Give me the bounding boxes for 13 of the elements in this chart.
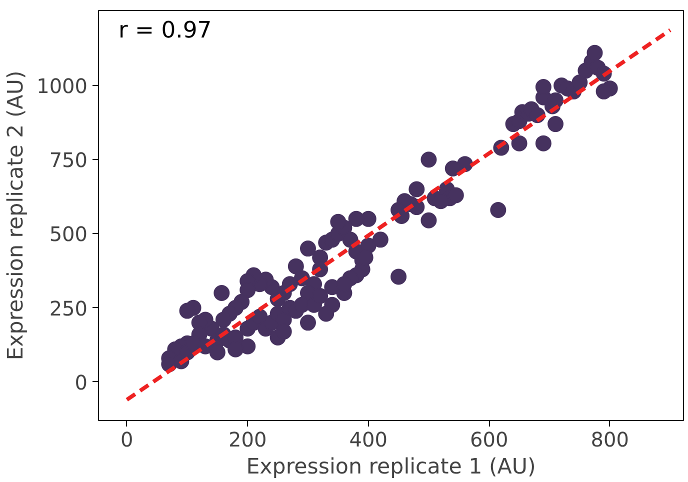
y-tick-label: 1000 bbox=[36, 74, 88, 98]
y-tick-label: 250 bbox=[49, 296, 88, 320]
x-tick-label: 0 bbox=[120, 428, 134, 452]
y-tick-label: 750 bbox=[49, 148, 88, 172]
y-tick-label: 500 bbox=[49, 222, 88, 246]
x-tick-label: 200 bbox=[228, 428, 267, 452]
x-tick-label: 400 bbox=[349, 428, 388, 452]
annotation: r = 0.97 bbox=[118, 18, 212, 44]
x-tick-label: 600 bbox=[470, 428, 508, 452]
x-axis-title: Expression replicate 1 (AU) bbox=[246, 454, 536, 480]
y-tick-label: 0 bbox=[74, 370, 88, 394]
x-tick-label: 800 bbox=[590, 428, 629, 452]
y-axis-title: Expression replicate 2 (AU) bbox=[4, 70, 29, 360]
